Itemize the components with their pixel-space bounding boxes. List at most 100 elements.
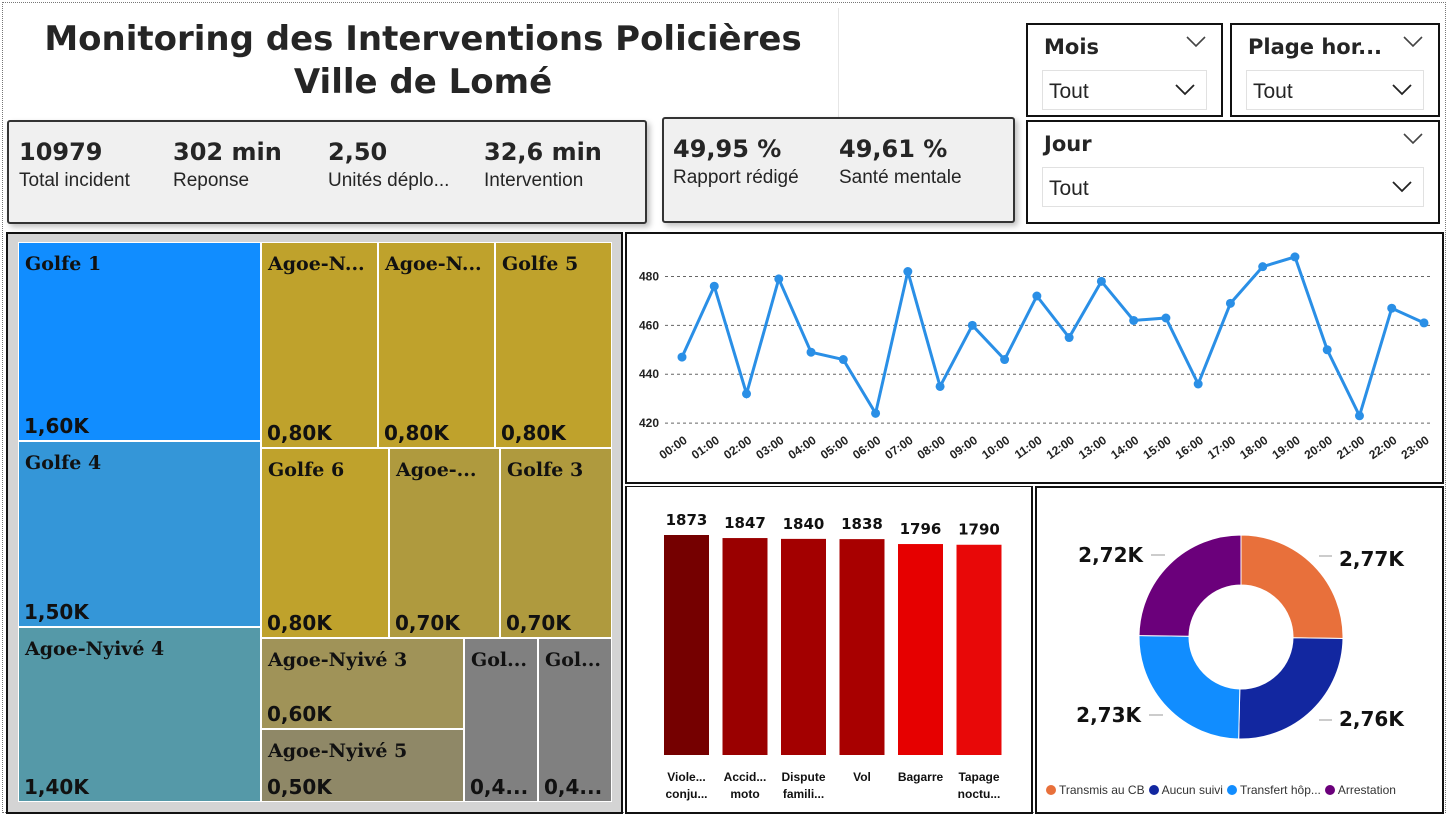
bar-category-line: Vol [853, 770, 871, 784]
donut-chart-panel: 2,77K 2,76K 2,73K 2,72K [1035, 486, 1444, 814]
legend-item[interactable]: Arrestation [1324, 783, 1396, 797]
bar-category-label: Accid... moto [713, 769, 777, 803]
x-tick-label: 07:00 [882, 433, 915, 462]
x-tick-label: 01:00 [689, 433, 722, 462]
bar[interactable] [898, 544, 943, 755]
chevron-down-icon[interactable] [1185, 35, 1207, 49]
data-point[interactable] [1000, 355, 1010, 365]
treemap-cell-value: 0,70K [506, 611, 571, 635]
data-point[interactable] [1419, 318, 1429, 328]
slicer-dropdown[interactable]: Tout [1246, 70, 1424, 110]
donut-slice[interactable] [1138, 635, 1241, 740]
data-point[interactable] [838, 355, 848, 365]
treemap-cell[interactable]: Golfe 3 0,70K [500, 448, 612, 638]
bar-category-label: Dispute famili... [772, 769, 836, 803]
chevron-down-icon[interactable] [1402, 132, 1424, 146]
x-tick-label: 17:00 [1205, 433, 1238, 462]
x-tick-label: 08:00 [915, 433, 948, 462]
x-tick-label: 05:00 [818, 433, 851, 462]
legend-dot-icon [1148, 785, 1159, 795]
data-point[interactable] [1290, 252, 1300, 262]
treemap-cell[interactable]: Agoe-Nyivé 5 0,50K [261, 729, 464, 802]
treemap-cell[interactable]: Gol... 0,4... [464, 638, 538, 802]
treemap-cell[interactable]: Golfe 1 1,60K [18, 242, 261, 441]
bar-category-label: Vol [830, 769, 894, 786]
kpi-total-incident: 10979 Total incident [19, 138, 130, 192]
data-point[interactable] [1064, 333, 1074, 343]
treemap-cell-value: 0,80K [384, 421, 449, 445]
treemap-cell[interactable]: Agoe-N... 0,80K [378, 242, 495, 448]
treemap-cell[interactable]: Agoe-... 0,70K [389, 448, 500, 638]
data-point[interactable] [1096, 276, 1106, 286]
slicer-jour: Jour Tout [1026, 120, 1440, 224]
data-point[interactable] [967, 320, 977, 330]
treemap-cell-value: 0,80K [267, 611, 332, 635]
treemap-cell[interactable]: Golfe 5 0,80K [495, 242, 612, 448]
treemap-cell-name: Golfe 6 [268, 459, 345, 481]
treemap-cell[interactable]: Agoe-Nyivé 3 0,60K [261, 638, 464, 729]
treemap-cell[interactable]: Gol... 0,4... [538, 638, 612, 802]
treemap-cell-value: 0,60K [267, 702, 332, 726]
donut-slice[interactable] [1238, 637, 1344, 740]
chevron-down-icon[interactable] [1402, 35, 1424, 49]
kpi-value: 2,50 [328, 138, 388, 166]
donut-slice[interactable] [1138, 534, 1242, 637]
kpi-value: 49,95 % [673, 135, 782, 163]
bar-value-label: 1873 [666, 511, 708, 529]
bar-category-line: Viole... [667, 770, 706, 784]
bar[interactable] [839, 539, 885, 755]
x-tick-label: 03:00 [753, 433, 786, 462]
data-point[interactable] [774, 274, 784, 284]
bar-category-line: noctu... [957, 787, 1001, 801]
data-point[interactable] [903, 267, 913, 277]
data-point[interactable] [1322, 345, 1332, 355]
treemap-cell[interactable]: Agoe-N... 0,80K [261, 242, 378, 448]
x-tick-label: 14:00 [1108, 433, 1141, 462]
legend-item[interactable]: Transmis au CB [1046, 783, 1145, 797]
bar-category-line: famili... [782, 787, 825, 801]
legend-item[interactable]: Aucun suivi [1148, 783, 1223, 797]
data-point[interactable] [1161, 313, 1171, 323]
legend-dot-icon [1324, 785, 1335, 795]
bar[interactable] [664, 535, 709, 755]
x-tick-label: 16:00 [1173, 433, 1206, 462]
bar[interactable] [781, 538, 826, 755]
data-point[interactable] [1129, 315, 1139, 325]
data-point[interactable] [1032, 291, 1042, 301]
treemap-cell-value: 0,4... [544, 775, 603, 799]
data-point[interactable] [935, 381, 945, 391]
legend-item[interactable]: Transfert hôp... [1226, 783, 1321, 797]
x-tick-label: 02:00 [721, 433, 754, 462]
bar[interactable] [956, 544, 1002, 755]
kpi-sante-mentale: 49,61 % Santé mentale [839, 135, 962, 189]
data-point[interactable] [709, 281, 719, 291]
title-line-1: Monitoring des Interventions Policières [44, 19, 802, 59]
treemap: Golfe 1 1,60K Agoe-N... 0,80K Agoe-N... 0,80K… [8, 234, 621, 812]
kpi-value: 49,61 % [839, 135, 948, 163]
treemap-cell-value: 0,80K [267, 421, 332, 445]
data-point[interactable] [1258, 262, 1268, 272]
data-point[interactable] [1354, 411, 1364, 421]
data-point[interactable] [1225, 298, 1235, 308]
data-point[interactable] [677, 352, 687, 362]
treemap-cell-name: Gol... [471, 649, 527, 671]
bar-category-label: Viole... conju... [655, 769, 719, 803]
slicer-mois: Mois Tout [1026, 23, 1223, 117]
treemap-cell-name: Agoe-Nyivé 5 [268, 740, 408, 762]
treemap-cell-name: Agoe-N... [385, 253, 482, 275]
treemap-cell-name: Golfe 4 [25, 452, 102, 474]
treemap-cell[interactable]: Golfe 4 1,50K [18, 441, 261, 627]
slicer-dropdown[interactable]: Tout [1042, 70, 1207, 110]
donut-slice[interactable] [1240, 534, 1344, 639]
data-point[interactable] [806, 347, 816, 357]
treemap-cell[interactable]: Golfe 6 0,80K [261, 448, 389, 638]
y-tick-label: 460 [639, 318, 659, 332]
treemap-cell[interactable]: Agoe-Nyivé 4 1,40K [18, 627, 261, 802]
slicer-dropdown[interactable]: Tout [1042, 167, 1424, 207]
data-point[interactable] [1193, 379, 1203, 389]
bar[interactable] [722, 538, 768, 755]
data-point[interactable] [1387, 303, 1397, 313]
data-point[interactable] [871, 408, 881, 418]
data-point[interactable] [742, 389, 752, 399]
kpi-label: Unités déplo... [328, 170, 450, 191]
